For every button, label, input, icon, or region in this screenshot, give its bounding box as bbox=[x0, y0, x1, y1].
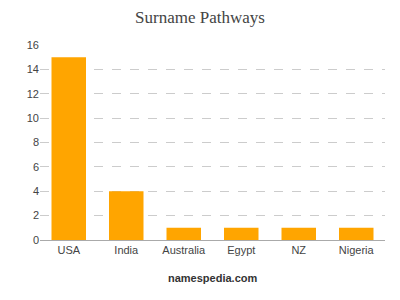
svg-text:Surname Pathways: Surname Pathways bbox=[135, 8, 265, 27]
svg-text:namespedia.com: namespedia.com bbox=[168, 272, 257, 284]
svg-text:14: 14 bbox=[27, 63, 39, 75]
svg-text:6: 6 bbox=[33, 161, 39, 173]
svg-text:Nigeria: Nigeria bbox=[339, 244, 375, 256]
svg-text:10: 10 bbox=[27, 112, 39, 124]
svg-text:8: 8 bbox=[33, 136, 39, 148]
svg-text:0: 0 bbox=[33, 234, 39, 246]
svg-text:12: 12 bbox=[27, 88, 39, 100]
svg-text:2: 2 bbox=[33, 209, 39, 221]
svg-text:Australia: Australia bbox=[162, 244, 206, 256]
svg-text:4: 4 bbox=[33, 185, 39, 197]
svg-text:NZ: NZ bbox=[291, 244, 306, 256]
svg-text:16: 16 bbox=[27, 39, 39, 51]
svg-text:USA: USA bbox=[57, 244, 80, 256]
svg-text:Egypt: Egypt bbox=[227, 244, 255, 256]
svg-text:India: India bbox=[114, 244, 139, 256]
